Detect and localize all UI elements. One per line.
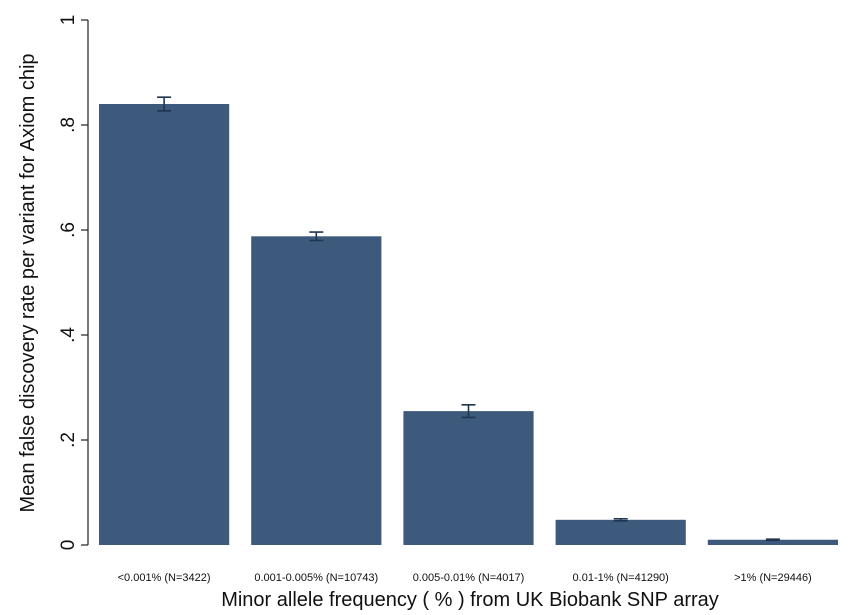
y-axis-title: Mean false discovery rate per variant fo… xyxy=(17,53,39,512)
x-tick-label: 0.01-1% (N=41290) xyxy=(573,572,669,584)
bar xyxy=(707,539,838,545)
y-tick-label: .2 xyxy=(58,432,79,448)
error-bar xyxy=(765,538,780,542)
y-tick-label: .4 xyxy=(58,327,79,343)
x-tick-label: >1% (N=29446) xyxy=(734,572,812,584)
y-tick-label: 1 xyxy=(58,15,79,26)
x-axis-title: Minor allele frequency ( % ) from UK Bio… xyxy=(221,589,719,611)
error-bars xyxy=(157,96,780,542)
x-tick-label: 0.001-0.005% (N=10743) xyxy=(254,572,378,584)
error-bar xyxy=(309,231,324,242)
y-tick-label: .6 xyxy=(58,222,79,238)
y-tick-label: .8 xyxy=(58,117,79,133)
error-bar xyxy=(613,517,628,522)
y-tick-label: 0 xyxy=(58,540,79,551)
bar xyxy=(251,236,382,546)
bar xyxy=(403,411,534,545)
x-tick-label: <0.001% (N=3422) xyxy=(118,572,211,584)
bars xyxy=(99,104,838,546)
x-axis-tick-labels: <0.001% (N=3422) 0.001-0.005% (N=10743) 0.… xyxy=(118,572,812,584)
bar xyxy=(99,104,230,545)
bar xyxy=(555,519,686,545)
y-axis-ticks: 0 .2 .4 .6 .8 1 xyxy=(58,15,88,551)
error-bar xyxy=(461,404,476,419)
error-bar xyxy=(157,96,172,112)
x-tick-label: 0.005-0.01% (N=4017) xyxy=(413,572,525,584)
